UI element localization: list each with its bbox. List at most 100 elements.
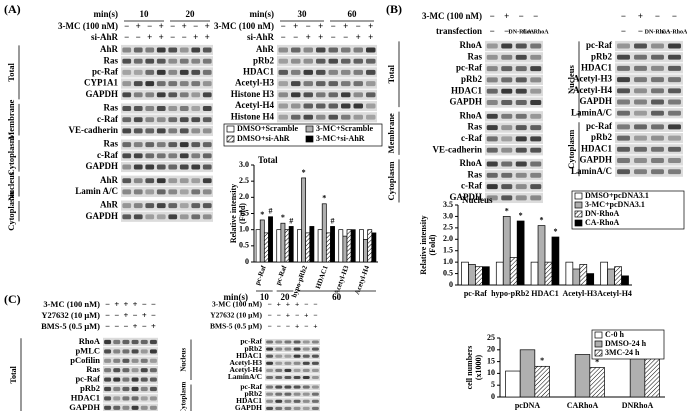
blot-band xyxy=(302,347,310,351)
blot-strip xyxy=(485,145,543,156)
blot-band xyxy=(156,128,166,134)
bar xyxy=(565,261,574,286)
blot-band xyxy=(168,106,178,111)
blot-band xyxy=(293,368,301,372)
blot-band xyxy=(179,106,189,111)
blot-band xyxy=(156,58,166,64)
blot-band xyxy=(104,396,112,401)
blot-band xyxy=(131,349,139,354)
blot-band xyxy=(133,47,143,53)
blot-band xyxy=(104,358,112,363)
blot-band xyxy=(366,103,376,109)
blot-strip xyxy=(615,144,683,155)
blot-band xyxy=(278,58,288,64)
blot-band xyxy=(168,189,178,195)
blot-band xyxy=(651,169,664,175)
bar xyxy=(325,232,331,263)
blot-band xyxy=(168,203,178,209)
blot-band xyxy=(341,103,351,109)
treatment-label: si-AhR xyxy=(91,32,119,42)
treatment-sign: − xyxy=(114,321,119,331)
blot-band xyxy=(122,69,132,75)
blot-band xyxy=(131,358,139,363)
blot-band xyxy=(278,114,288,120)
x-tick-label: hypo-pRb2 xyxy=(290,264,309,299)
group-label: Cytoplasm xyxy=(6,136,16,175)
blot-band xyxy=(617,124,630,130)
blot-band xyxy=(651,146,664,152)
blot-band xyxy=(303,114,313,120)
treatment-sign: − xyxy=(114,310,119,320)
blot-row-label: Ras xyxy=(467,122,482,132)
bar xyxy=(551,236,560,286)
treatment-sign: + xyxy=(343,21,348,31)
blot-band xyxy=(530,54,542,60)
blot-strip xyxy=(485,52,543,63)
blot-row-label: RhoA xyxy=(459,158,482,168)
blot-strip xyxy=(121,114,213,125)
blot-band xyxy=(149,377,157,382)
blot-band xyxy=(278,81,288,87)
treatment-sign: − xyxy=(343,32,348,42)
blot-band xyxy=(293,375,301,380)
legend-label: 3MC-24 h xyxy=(605,348,640,357)
blot-band xyxy=(131,339,139,345)
y-tick-label: 20 xyxy=(487,345,495,354)
blot-strip xyxy=(265,360,320,367)
blot-band xyxy=(179,189,189,195)
treatment-sign: + xyxy=(356,32,361,42)
y-tick-label: 3.0 xyxy=(443,211,453,220)
blot-band xyxy=(202,214,212,220)
blot-band xyxy=(156,164,166,170)
blot-band xyxy=(284,354,292,358)
blot-row-label: LaminA/C xyxy=(228,372,262,381)
blot-band xyxy=(179,203,189,209)
blot-band xyxy=(530,184,542,190)
blot-band xyxy=(168,142,178,148)
bar xyxy=(363,239,369,263)
blot-row-label: GAPDH xyxy=(580,155,613,165)
group-label: Total xyxy=(386,64,396,83)
blot-band xyxy=(341,81,351,87)
legend-swatch xyxy=(574,219,583,227)
blot-band xyxy=(303,69,313,75)
blot-band xyxy=(168,153,178,159)
chart-title: Total xyxy=(258,155,278,165)
blot-band xyxy=(328,58,338,64)
blot-band xyxy=(501,77,513,83)
treatment-sign: − xyxy=(313,300,317,309)
time-value: 30 xyxy=(298,9,308,19)
blot-band xyxy=(122,178,132,184)
treatment-sign: − xyxy=(124,32,129,42)
group-label: Total xyxy=(9,365,18,383)
blot-band xyxy=(311,375,319,380)
bar xyxy=(359,229,364,263)
blot-row-label: GAPDH xyxy=(450,97,483,107)
blot-row-label: pRb2 xyxy=(244,389,262,398)
blot-band xyxy=(156,189,166,195)
blot-band xyxy=(145,164,155,170)
blot-strip xyxy=(121,161,213,173)
bar xyxy=(297,229,302,263)
blot-strip xyxy=(103,356,158,365)
bar xyxy=(579,264,588,286)
blot-band xyxy=(179,178,189,184)
blot-band xyxy=(617,99,630,105)
blot-band xyxy=(140,405,148,410)
treatment-sign: + xyxy=(151,321,156,331)
blot-band xyxy=(366,58,376,64)
blot-row-label: GAPDH xyxy=(86,161,119,171)
treatment-sign: − xyxy=(504,26,509,36)
blot-band xyxy=(179,92,189,98)
blot-row-label: pc-Raf xyxy=(75,374,100,384)
blot-band xyxy=(293,361,301,365)
blot-strip xyxy=(485,122,543,133)
blot-band xyxy=(668,124,681,130)
blot-band xyxy=(291,114,301,120)
bar xyxy=(530,261,539,286)
category-group-label: min(s) xyxy=(224,292,249,302)
blot-band xyxy=(266,368,274,372)
blot-band xyxy=(302,406,310,410)
y-tick-label: 3.0 xyxy=(239,160,249,169)
